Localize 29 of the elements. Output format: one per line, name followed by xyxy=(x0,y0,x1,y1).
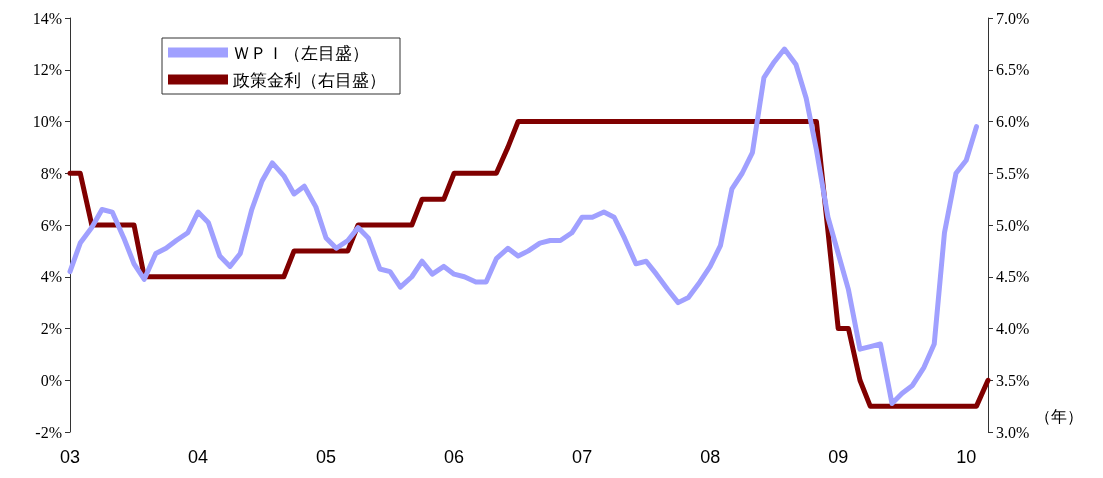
y2-tick-label: 5.0% xyxy=(996,216,1030,234)
y-tick-label: 0% xyxy=(40,371,62,389)
x-tick-label: 06 xyxy=(444,447,465,467)
x-tick-label: 04 xyxy=(188,447,209,467)
y2-tick-label: 6.5% xyxy=(996,61,1030,79)
legend-label: ＷＰＩ（左目盛） xyxy=(233,42,369,63)
y-tick-label: 14% xyxy=(32,9,62,27)
y-tick-label: 4% xyxy=(40,268,62,286)
y-tick-label: 10% xyxy=(32,113,62,130)
y-tick-label: -2% xyxy=(35,423,62,441)
y-tick-label: 8% xyxy=(40,164,62,182)
y2-tick-label: 7.0% xyxy=(996,9,1030,27)
y2-tick-label: 4.5% xyxy=(996,268,1030,286)
y2-tick-label: 3.0% xyxy=(996,423,1030,441)
y-tick-label: 12% xyxy=(32,61,62,79)
x-axis-title: （年） xyxy=(1035,407,1084,425)
x-tick-label: 07 xyxy=(572,447,593,467)
legend-label: 政策金利（右目盛） xyxy=(233,69,386,90)
y-tick-label: 6% xyxy=(40,216,62,234)
x-tick-label: 10 xyxy=(956,447,977,467)
x-tick-label: 05 xyxy=(316,447,337,467)
x-tick-label: 03 xyxy=(59,447,81,467)
x-tick-label: 09 xyxy=(828,447,849,467)
y2-tick-label: 5.5% xyxy=(996,164,1030,182)
x-tick-label: 08 xyxy=(700,447,721,467)
y2-tick-label: 4.0% xyxy=(996,320,1030,337)
y2-tick-label: 6.0% xyxy=(996,113,1030,130)
y-tick-label: 2% xyxy=(40,320,62,337)
y2-tick-label: 3.5% xyxy=(996,371,1030,389)
